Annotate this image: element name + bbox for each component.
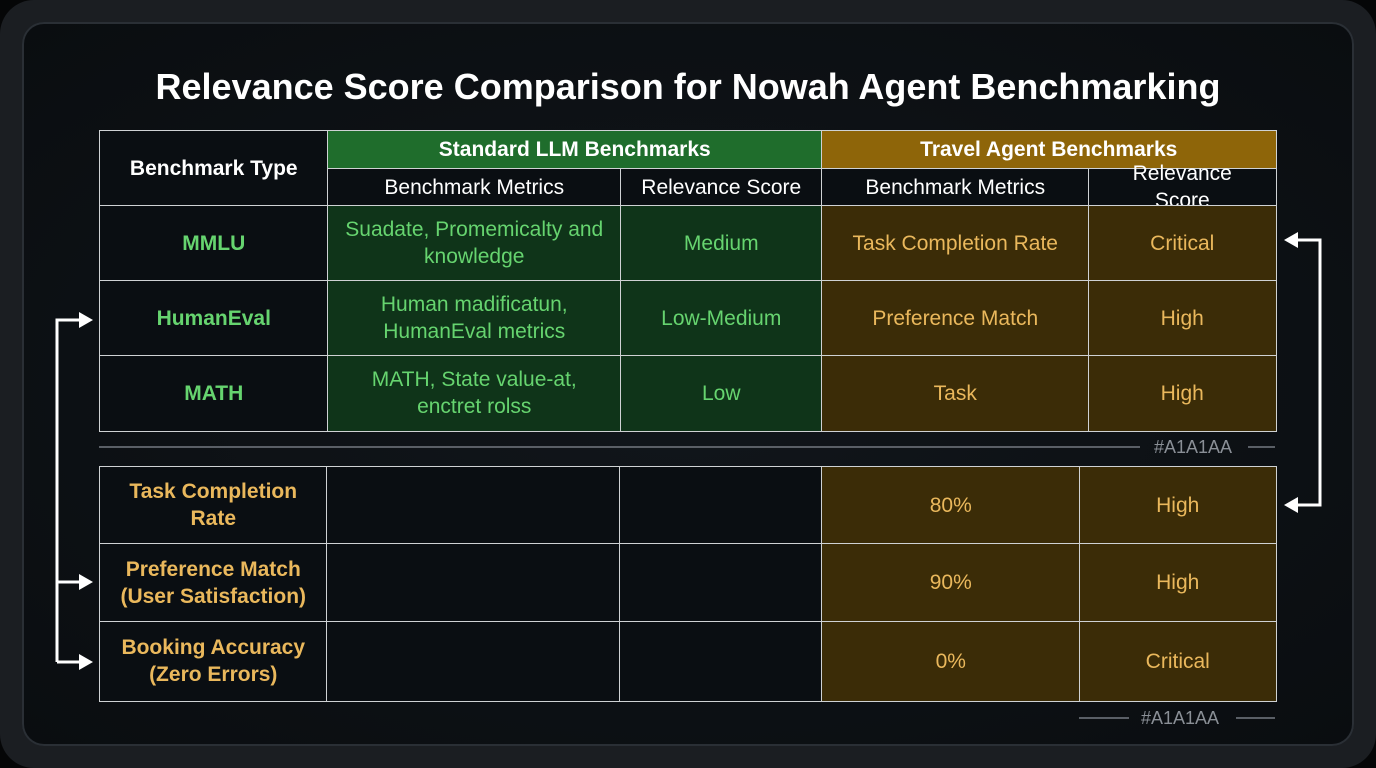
table-cell: High bbox=[1079, 543, 1277, 623]
table-cell: Low-Medium bbox=[620, 280, 823, 357]
row-label: MMLU bbox=[99, 205, 329, 282]
sub-header: Relevance Score bbox=[1088, 162, 1277, 212]
row-label: Task Completion Rate bbox=[99, 466, 328, 545]
table-cell: Task bbox=[821, 355, 1090, 432]
title: Relevance Score Comparison for Nowah Age… bbox=[155, 66, 1221, 107]
table-cell: Critical bbox=[1088, 205, 1277, 282]
table-cell: Task Completion Rate bbox=[821, 205, 1090, 282]
sub-header: Benchmark Metrics bbox=[821, 168, 1090, 207]
sub-header: Relevance Score bbox=[620, 168, 823, 207]
table-cell: 0% bbox=[821, 621, 1081, 702]
row-label: Booking Accuracy (Zero Errors) bbox=[99, 621, 328, 702]
empty-cell bbox=[619, 466, 823, 545]
table-cell: High bbox=[1088, 280, 1277, 357]
table-cell: Critical bbox=[1079, 621, 1277, 702]
row-label: HumanEval bbox=[99, 280, 329, 357]
table-cell: Human madificatun, HumanEval metrics bbox=[327, 280, 622, 357]
table-cell: 90% bbox=[821, 543, 1081, 623]
empty-cell bbox=[326, 466, 621, 545]
empty-cell bbox=[619, 543, 823, 623]
empty-cell bbox=[326, 621, 621, 702]
table-cell: High bbox=[1088, 355, 1277, 432]
footer-label: #A1A1AA bbox=[1141, 708, 1220, 728]
table-cell: Preference Match bbox=[821, 280, 1090, 357]
row-label: MATH bbox=[99, 355, 329, 432]
table-cell: 80% bbox=[821, 466, 1081, 545]
table-cell: MATH, State value-at, enctret rolss bbox=[327, 355, 622, 432]
sub-header: Benchmark Metrics bbox=[327, 168, 622, 207]
table-cell: High bbox=[1079, 466, 1277, 545]
empty-cell bbox=[619, 621, 823, 702]
group-header: Standard LLM Benchmarks bbox=[327, 130, 823, 170]
row-label: Preference Match (User Satisfaction) bbox=[99, 543, 328, 623]
table-cell: Low bbox=[620, 355, 823, 432]
corner-header: Benchmark Type bbox=[99, 130, 329, 207]
table-cell: Suadate, Promemicalty and knowledge bbox=[327, 205, 622, 282]
table-cell: Medium bbox=[620, 205, 823, 282]
divider-label: #A1A1AA bbox=[1154, 437, 1233, 457]
empty-cell bbox=[326, 543, 621, 623]
